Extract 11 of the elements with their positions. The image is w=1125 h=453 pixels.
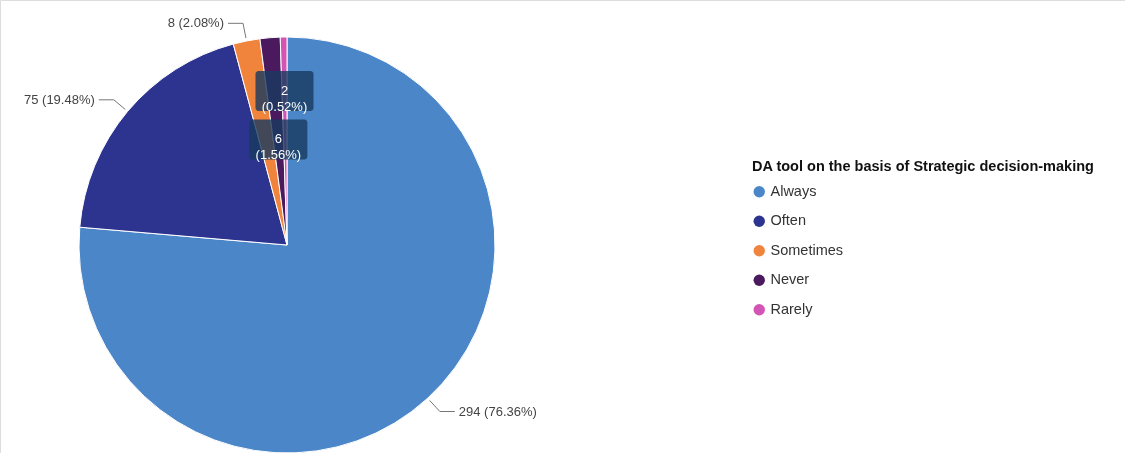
data-label: 6 (1.56%)	[255, 131, 302, 163]
legend-label: Always	[770, 182, 817, 199]
data-label: 294 (76.36%)	[458, 403, 537, 419]
data-label: 75 (19.48%)	[23, 91, 95, 107]
legend-label: Often	[770, 212, 806, 229]
data-label: 2 (0.52%)	[261, 83, 308, 115]
legend-title: DA tool on the basis of Strategic decision-making	[752, 158, 1094, 174]
legend-label: Rarely	[770, 300, 814, 317]
legend-label: Never	[770, 271, 810, 288]
legend-label: Sometimes	[770, 241, 844, 258]
data-label: 8 (2.08%)	[167, 15, 225, 31]
